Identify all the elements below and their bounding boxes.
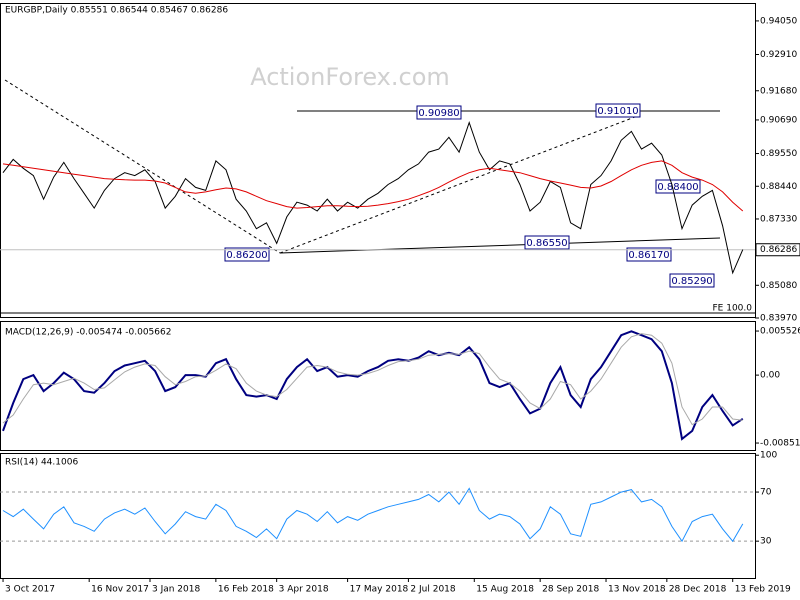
macd-title: MACD(12,26,9) -0.005474 -0.005662 bbox=[5, 328, 171, 338]
rsi-title: RSI(14) 44.1006 bbox=[5, 458, 78, 468]
series-line bbox=[2, 330, 744, 441]
series-line bbox=[2, 333, 743, 426]
annotation-label: 0.86200 bbox=[226, 250, 267, 261]
annotation: 0.85290 bbox=[669, 273, 715, 288]
x-tick-label: 3 Jan 2018 bbox=[152, 585, 200, 595]
y-tick-label: 0.00 bbox=[760, 371, 780, 381]
x-tick-label: 2 Jul 2018 bbox=[410, 585, 455, 595]
x-tick-label: 3 Oct 2017 bbox=[5, 585, 55, 595]
y-tick-label: 30 bbox=[760, 537, 772, 547]
x-tick-label: 16 Feb 2018 bbox=[218, 585, 274, 595]
annotation-label: 0.91010 bbox=[597, 106, 638, 117]
annotation-label: 0.86170 bbox=[628, 250, 669, 261]
y-tick-label: 0.88440 bbox=[760, 182, 797, 192]
y-tick-label: 0.92910 bbox=[760, 50, 797, 60]
last-price-label: 0.86286 bbox=[760, 245, 797, 255]
annotation: 0.86200 bbox=[224, 247, 270, 262]
annotation-label: 0.86550 bbox=[526, 238, 567, 249]
panel-frame bbox=[0, 321, 756, 451]
watermark: ActionForex.com bbox=[250, 63, 450, 91]
x-tick-label: 17 May 2018 bbox=[350, 585, 409, 595]
annotation-label: 0.90980 bbox=[418, 108, 459, 119]
annotation: 0.88400 bbox=[655, 179, 701, 194]
trend-line bbox=[4, 79, 281, 254]
y-tick-label: 0.89550 bbox=[760, 149, 797, 159]
panel-frame bbox=[0, 453, 756, 579]
x-tick-label: 15 Aug 2018 bbox=[476, 585, 534, 595]
x-tick-label: 28 Dec 2018 bbox=[669, 585, 727, 595]
annotation-label: 0.85290 bbox=[671, 276, 712, 287]
y-tick-label: 70 bbox=[760, 488, 772, 498]
chart-title: EURGBP,Daily 0.85551 0.86544 0.85467 0.8… bbox=[5, 6, 228, 16]
trend-line bbox=[279, 114, 641, 254]
annotation-label: FE 100.0 bbox=[713, 304, 753, 314]
y-tick-label: 0.83970 bbox=[760, 314, 797, 324]
annotation: 0.86550 bbox=[524, 235, 570, 250]
y-tick-label: 100 bbox=[760, 451, 777, 461]
x-tick-label: 28 Sep 2018 bbox=[542, 585, 599, 595]
y-tick-label: 0.90690 bbox=[760, 115, 797, 125]
last-price-box bbox=[755, 243, 800, 257]
annotation: 0.91010 bbox=[595, 103, 641, 118]
x-tick-label: 13 Nov 2018 bbox=[608, 585, 666, 595]
series-line bbox=[2, 121, 744, 275]
y-tick-label: 0.91680 bbox=[760, 86, 797, 96]
trend-line bbox=[279, 237, 721, 254]
y-tick-label: 0.005526 bbox=[760, 327, 800, 337]
x-tick-label: 16 Nov 2017 bbox=[91, 585, 149, 595]
annotation-label: 0.88400 bbox=[657, 182, 698, 193]
y-tick-label: 0.85080 bbox=[760, 281, 797, 291]
y-tick-label: -0.008517 bbox=[760, 439, 800, 449]
y-tick-label: 0.94050 bbox=[760, 16, 797, 26]
annotation: 0.86170 bbox=[626, 247, 672, 262]
series-line bbox=[2, 487, 744, 543]
x-tick-label: 13 Feb 2019 bbox=[735, 585, 791, 595]
series-line bbox=[2, 160, 744, 212]
annotation: 0.90980 bbox=[416, 105, 462, 120]
y-tick-label: 0.87330 bbox=[760, 214, 797, 224]
panel-frame bbox=[0, 3, 756, 318]
x-tick-label: 3 Apr 2018 bbox=[279, 585, 329, 595]
